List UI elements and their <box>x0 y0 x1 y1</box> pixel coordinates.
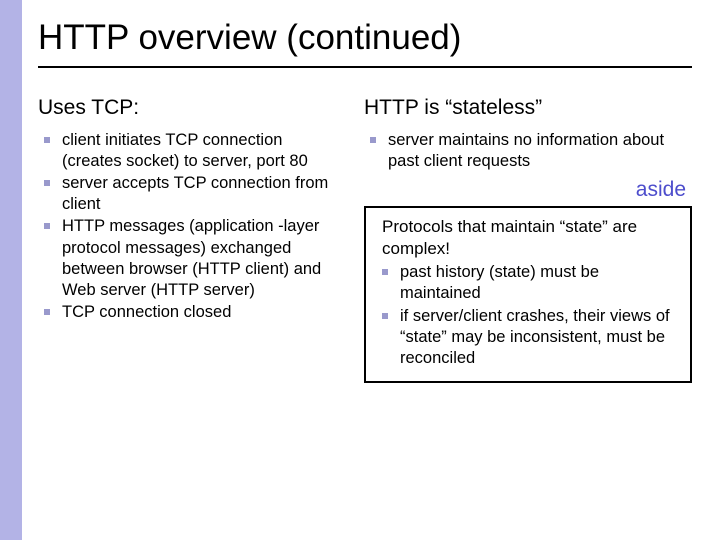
list-item: if server/client crashes, their views of… <box>380 306 680 370</box>
aside-lead: Protocols that maintain “state” are comp… <box>376 216 680 260</box>
slide-content: HTTP overview (continued) Uses TCP: clie… <box>38 18 692 383</box>
aside-bullet-list: past history (state) must be maintained … <box>376 262 680 370</box>
list-item: TCP connection closed <box>40 302 346 323</box>
list-item: server accepts TCP connection from clien… <box>40 173 346 215</box>
side-accent-bar <box>0 0 22 540</box>
right-heading: HTTP is “stateless” <box>364 96 692 120</box>
right-column: HTTP is “stateless” server maintains no … <box>364 96 692 383</box>
left-column: Uses TCP: client initiates TCP connectio… <box>38 96 346 383</box>
columns: Uses TCP: client initiates TCP connectio… <box>38 96 692 383</box>
aside-label: aside <box>364 178 692 202</box>
list-item: client initiates TCP connection (creates… <box>40 130 346 172</box>
slide-title: HTTP overview (continued) <box>38 18 692 68</box>
aside-box: Protocols that maintain “state” are comp… <box>364 206 692 383</box>
list-item: past history (state) must be maintained <box>380 262 680 305</box>
left-bullet-list: client initiates TCP connection (creates… <box>38 130 346 323</box>
left-heading: Uses TCP: <box>38 96 346 120</box>
list-item: HTTP messages (application -layer protoc… <box>40 216 346 300</box>
list-item: server maintains no information about pa… <box>366 130 692 172</box>
right-bullet-list: server maintains no information about pa… <box>364 130 692 172</box>
